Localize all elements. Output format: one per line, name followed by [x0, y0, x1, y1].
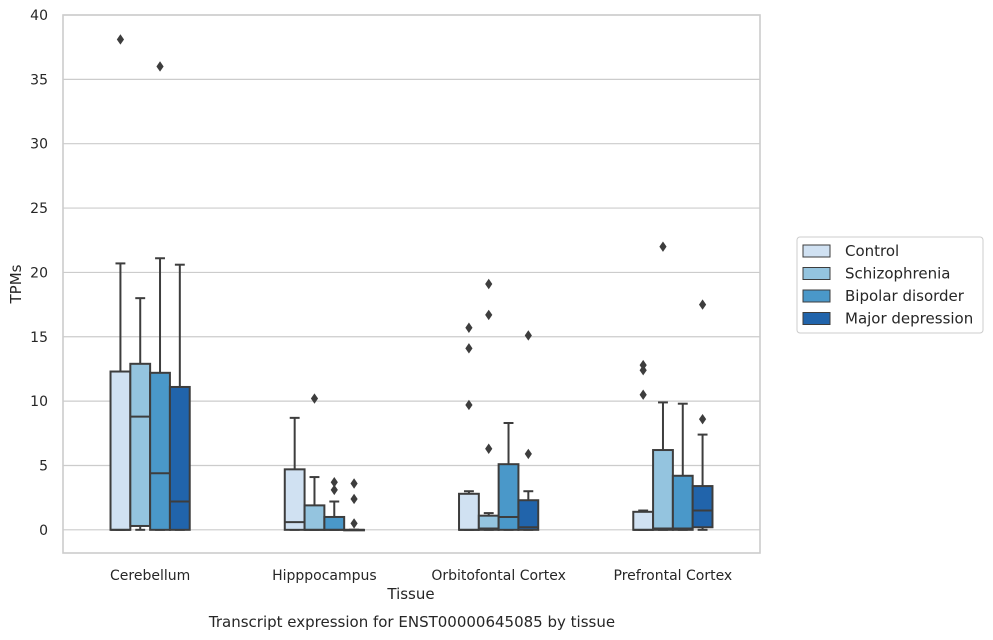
- y-tick-label: 25: [30, 201, 48, 217]
- series-control: [109, 34, 655, 531]
- box-iqr: [497, 463, 520, 531]
- box-iqr: [149, 371, 171, 531]
- box-iqr: [323, 515, 346, 531]
- outlier-point: [659, 241, 667, 252]
- x-tick-label: Prefrontal Cortex: [614, 568, 733, 584]
- box-iqr: [632, 510, 655, 531]
- outlier-point: [524, 330, 532, 341]
- outlier-point: [639, 389, 647, 400]
- x-axis-title: Tissue: [386, 585, 434, 603]
- x-tick-label: Cerebellum: [110, 568, 190, 584]
- outlier-point: [350, 493, 358, 505]
- box-iqr: [303, 504, 326, 531]
- box-iqr: [458, 492, 480, 531]
- box-iqr: [517, 499, 540, 531]
- y-tick-label: 5: [39, 458, 48, 474]
- legend-label: Control: [845, 242, 899, 260]
- outlier-point: [524, 448, 532, 460]
- x-tick-label: Orbitofontal Cortex: [431, 568, 566, 584]
- y-tick-label: 10: [30, 394, 48, 410]
- outlier-point: [350, 518, 358, 529]
- outlier-point: [310, 393, 319, 404]
- outlier-point: [639, 365, 647, 376]
- outlier-point: [156, 61, 164, 72]
- legend-swatch: [802, 244, 831, 258]
- y-tick-label: 35: [30, 72, 48, 88]
- y-tick-label: 15: [30, 330, 48, 346]
- outlier-point: [330, 477, 338, 488]
- box-iqr: [283, 468, 306, 531]
- legend-swatch: [802, 267, 831, 280]
- legend: Control Schizophrenia Bipolar disorder Majo…: [796, 236, 984, 334]
- series-bipolar-disorder: [149, 61, 694, 531]
- outlier-point: [698, 299, 707, 310]
- outlier-point: [485, 278, 493, 290]
- box-iqr: [652, 449, 674, 531]
- x-tick-labels: Cerebellum Hipppocampus Orbitofontal Corte…: [110, 568, 732, 584]
- legend-swatch: [802, 289, 831, 303]
- series-major-depression: [168, 263, 714, 532]
- outlier-point: [330, 484, 338, 496]
- outlier-point: [485, 443, 493, 454]
- outlier-point: [698, 413, 707, 425]
- y-tick-labels: 0 5 10 15 20 25 30 35 40: [30, 8, 48, 539]
- x-tick-label: Hipppocampus: [272, 568, 377, 584]
- plot-frame: [62, 14, 761, 554]
- outlier-point: [116, 34, 125, 45]
- y-axis-title: TPMs: [7, 264, 25, 304]
- y-tick-label: 0: [39, 523, 48, 539]
- series-schizophrenia: [129, 241, 674, 531]
- box-iqr: [109, 370, 132, 531]
- outlier-point: [485, 309, 493, 321]
- box-iqr: [129, 362, 152, 527]
- legend-frame: [796, 236, 984, 334]
- outlier-point: [465, 322, 473, 333]
- box-iqr: [168, 385, 191, 531]
- outlier-point: [465, 343, 473, 354]
- box-iqr: [691, 485, 714, 529]
- y-tick-label: 20: [30, 265, 48, 281]
- legend-swatch: [802, 312, 831, 325]
- outlier-point: [350, 478, 358, 489]
- box-series: [109, 34, 714, 532]
- y-tick-label: 30: [30, 137, 48, 153]
- chart-caption: Transcript expression for ENST0000064508…: [208, 613, 615, 631]
- outlier-point: [465, 399, 473, 411]
- y-tick-label: 40: [30, 8, 48, 24]
- legend-label: Major depression: [845, 310, 973, 328]
- legend-label: Schizophrenia: [845, 265, 950, 283]
- box-iqr: [671, 474, 694, 531]
- legend-label: Bipolar disorder: [845, 287, 965, 305]
